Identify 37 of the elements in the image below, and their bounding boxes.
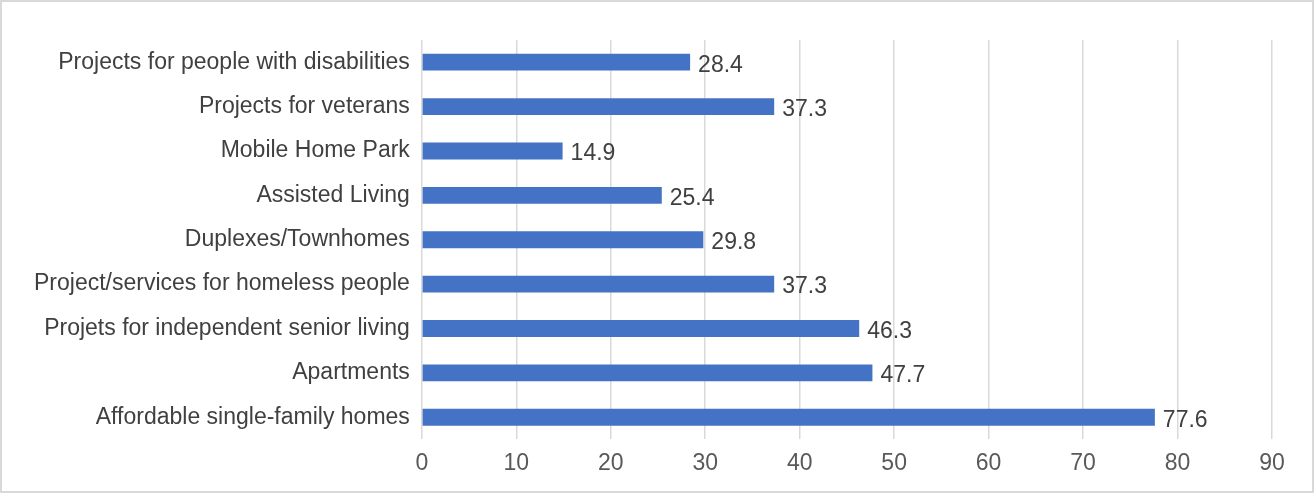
data-label: 28.4 — [698, 50, 744, 77]
x-tick-label: 30 — [692, 448, 719, 475]
y-tick-label: Projets for independent senior living — [44, 313, 410, 340]
x-tick-label: 80 — [1164, 448, 1191, 475]
x-tick-label: 40 — [786, 448, 813, 475]
x-tick-label: 50 — [881, 448, 907, 475]
bar — [422, 186, 662, 204]
x-tick-label: 60 — [975, 448, 1002, 475]
bar — [422, 320, 860, 337]
y-tick-label: Apartments — [292, 358, 410, 385]
x-tick-label: 10 — [503, 448, 530, 475]
data-label: 47.7 — [880, 361, 926, 388]
x-tick-label: 0 — [415, 448, 429, 475]
data-label: 14.9 — [570, 139, 616, 166]
bar — [422, 53, 691, 71]
bar — [422, 98, 775, 115]
y-tick-label: Projects for people with disabilities — [58, 47, 410, 74]
x-tick-label: 20 — [597, 448, 624, 475]
bar — [422, 231, 704, 249]
x-tick-label: 90 — [1259, 448, 1285, 475]
x-tick-label: 70 — [1070, 448, 1096, 475]
data-label: 25.4 — [669, 183, 715, 210]
y-tick-label: Affordable single-family homes — [95, 402, 410, 429]
y-tick-label: Assisted Living — [256, 180, 410, 207]
data-label: 37.3 — [782, 272, 827, 299]
bar — [422, 142, 563, 160]
data-label: 46.3 — [867, 316, 912, 343]
y-tick-label: Duplexes/Townhomes — [184, 225, 410, 252]
bar — [422, 364, 873, 382]
bar — [422, 408, 1155, 426]
y-tick-label: Projects for veterans — [198, 91, 410, 118]
y-tick-label: Project/services for homeless people — [34, 269, 410, 296]
data-label: 77.6 — [1162, 405, 1208, 432]
data-label: 37.3 — [782, 94, 827, 121]
data-label: 29.8 — [711, 228, 757, 255]
bar — [422, 275, 775, 293]
y-tick-label: Mobile Home Park — [220, 136, 411, 163]
